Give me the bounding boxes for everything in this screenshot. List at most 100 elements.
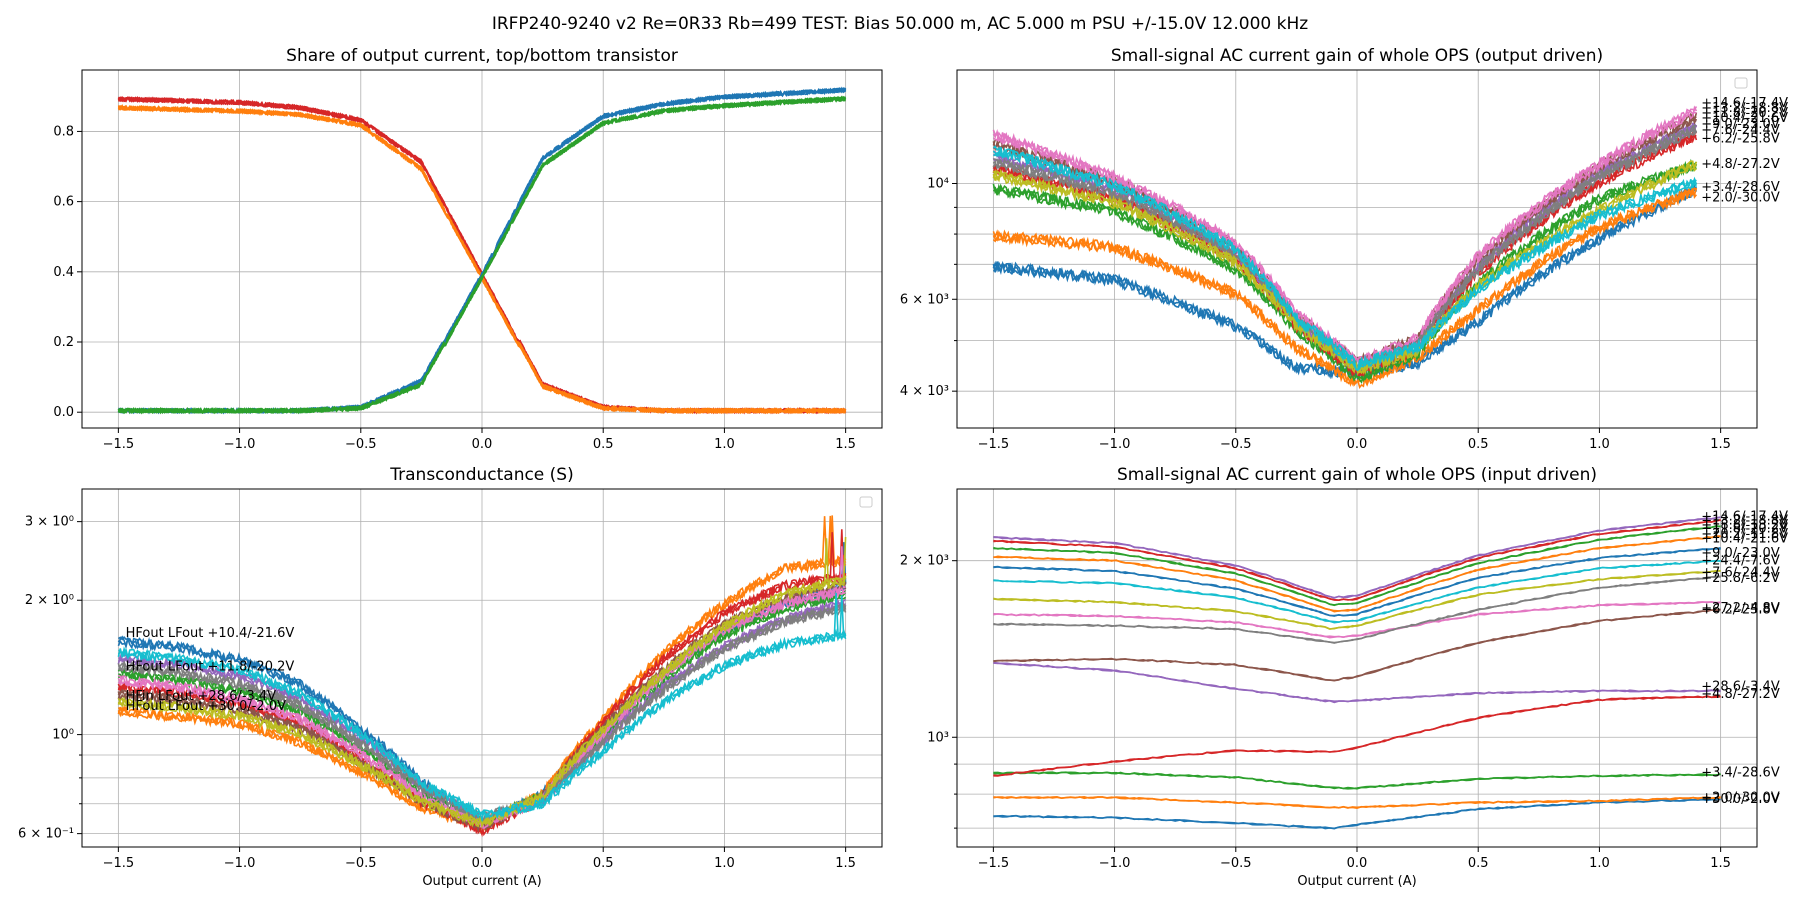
series-line [993, 524, 1721, 606]
series-line [118, 628, 847, 820]
x-tick-label: −0.5 [345, 856, 377, 871]
series-end-label: +10.4/-21.6V [1701, 111, 1788, 126]
series-end-label: +9.0/-23.0V [1701, 117, 1780, 132]
x-tick-label: −0.5 [345, 437, 377, 452]
y-tick-label: 3 × 10⁰ [25, 515, 74, 530]
series-line [117, 95, 846, 415]
chart-title: Small-signal AC current gain of whole OP… [1117, 465, 1597, 485]
series-line [993, 547, 1721, 617]
series-line [993, 608, 1721, 682]
x-tick-label: 1.0 [1589, 856, 1610, 871]
x-axis-label: Output current (A) [422, 874, 541, 889]
y-tick-label: 0.6 [53, 195, 74, 210]
series-end-label: +4.8/-27.2V [1701, 157, 1780, 172]
y-tick-label: 0.0 [53, 405, 74, 420]
series-line [992, 161, 1697, 381]
x-tick-label: 1.0 [714, 856, 735, 871]
x-tick-label: 0.5 [593, 856, 614, 871]
x-tick-label: 1.0 [1589, 437, 1610, 452]
series-end-label: +3.4/-28.6V [1701, 180, 1780, 195]
x-tick-label: −1.0 [1099, 856, 1131, 871]
x-axis-label: Output current (A) [1297, 874, 1416, 889]
series-line [993, 662, 1721, 704]
y-tick-label: 4 × 10³ [900, 384, 949, 399]
y-tick-label: 2 × 10³ [900, 554, 949, 569]
chart-title: Share of output current, top/bottom tran… [286, 46, 678, 66]
series-line [993, 559, 1721, 624]
series-line [993, 575, 1721, 644]
series-end-label: +2.0/-30.0V [1701, 191, 1780, 206]
series-end-label: +9.0/-23.0V [1701, 546, 1780, 561]
series-line [992, 187, 1697, 387]
x-tick-label: 0.0 [472, 856, 493, 871]
x-tick-label: 1.5 [1710, 856, 1731, 871]
x-tick-label: −1.0 [224, 437, 256, 452]
series-line [993, 516, 1721, 599]
series-end-label: +14.6/-17.4V [1701, 509, 1788, 524]
series-end-label: +6.2/-25.8V [1701, 603, 1780, 618]
series-start-label: HFout LFout +30.0/-2.0V [126, 699, 286, 714]
series-line [993, 535, 1721, 613]
y-tick-label: 0.8 [53, 124, 74, 139]
series-line [993, 569, 1721, 630]
x-tick-label: −1.5 [103, 856, 135, 871]
series-start-label: HFout LFout +11.8/-20.2V [126, 660, 295, 675]
chart-title: Transconductance (S) [389, 465, 573, 485]
chart-gain_out: +2.0/-30.0V+3.4/-28.6V +4.8/-27.2V +6.2/-2… [900, 46, 1788, 452]
series-line [992, 114, 1697, 368]
series-line [993, 519, 1721, 602]
series-end-label: +11.8/-20.2V [1701, 106, 1788, 121]
y-tick-label: 10⁰ [52, 728, 74, 743]
series-end-label: +13.2/-18.8V [1701, 101, 1788, 116]
chart-gain_in: +30.0/-2.0V+2.0/-30.0V +3.4/-28.6V +4.8/-2… [900, 465, 1788, 889]
series-start-label: HFout LFout +10.4/-21.6V [126, 626, 295, 641]
series-end-label: +6.2/-25.8V [1701, 131, 1780, 146]
series-end-label: +30.0/-2.0V [1701, 792, 1780, 807]
legend-box [1734, 77, 1748, 89]
series-end-label: +13.2/-18.8V [1701, 514, 1788, 529]
x-tick-label: 0.0 [1347, 437, 1368, 452]
x-tick-label: −1.0 [224, 856, 256, 871]
x-tick-label: −1.5 [103, 437, 135, 452]
y-tick-label: 10⁴ [927, 176, 949, 191]
series-line [992, 112, 1698, 367]
x-tick-label: 1.0 [714, 437, 735, 452]
series-line [993, 771, 1721, 790]
series-end-label: +7.6/-24.4V [1701, 565, 1780, 580]
series-end-label: +24.4/-7.6V [1701, 554, 1780, 569]
x-tick-label: −0.5 [1220, 437, 1252, 452]
y-tick-label: 6 × 10³ [900, 292, 949, 307]
series-end-label: +3.4/-28.6V [1701, 766, 1780, 781]
legend-box [859, 496, 873, 508]
series-end-label: +27.2/-4.8V [1701, 601, 1780, 616]
x-tick-label: 1.5 [1710, 437, 1731, 452]
y-tick-label: 10³ [927, 730, 949, 745]
series-line [993, 601, 1721, 638]
series-end-label: +10.4/-21.6V [1701, 532, 1788, 547]
series-end-label: +20.2/-11.8V [1701, 527, 1788, 542]
x-tick-label: −1.0 [1099, 437, 1131, 452]
x-tick-label: 1.5 [835, 437, 856, 452]
x-tick-label: 0.5 [593, 437, 614, 452]
chart-share: −1.5 −1.0 −0.5 0.0 0.5 1.0 1.5 0.0 0.2 0.4 0.6 0.8 S… [53, 46, 883, 452]
series-line [993, 795, 1721, 809]
x-tick-label: 0.5 [1468, 856, 1489, 871]
y-tick-label: 6 × 10⁻¹ [18, 827, 74, 842]
series-end-label: +2.0/-30.0V [1701, 790, 1780, 805]
series-end-label: +18.8/-13.2V [1701, 518, 1788, 533]
figure-suptitle: IRFP240-9240 v2 Re=0R33 Rb=499 TEST: Bia… [491, 14, 1309, 34]
series-end-label: +28.6/-3.4V [1701, 680, 1780, 695]
series-end-label: +25.8/-6.2V [1701, 571, 1780, 586]
series-start-label: HFin LFout +28.6/-3.4V [126, 689, 277, 704]
series-end-label: +7.6/-24.4V [1701, 123, 1780, 138]
series-line [993, 695, 1721, 777]
series-line [117, 630, 847, 819]
x-tick-label: −1.5 [978, 437, 1010, 452]
series-end-label: +4.8/-27.2V [1701, 687, 1780, 702]
y-tick-label: 0.4 [53, 265, 74, 280]
x-tick-label: 1.5 [835, 856, 856, 871]
series-line [992, 158, 1698, 385]
x-tick-label: −1.5 [978, 856, 1010, 871]
